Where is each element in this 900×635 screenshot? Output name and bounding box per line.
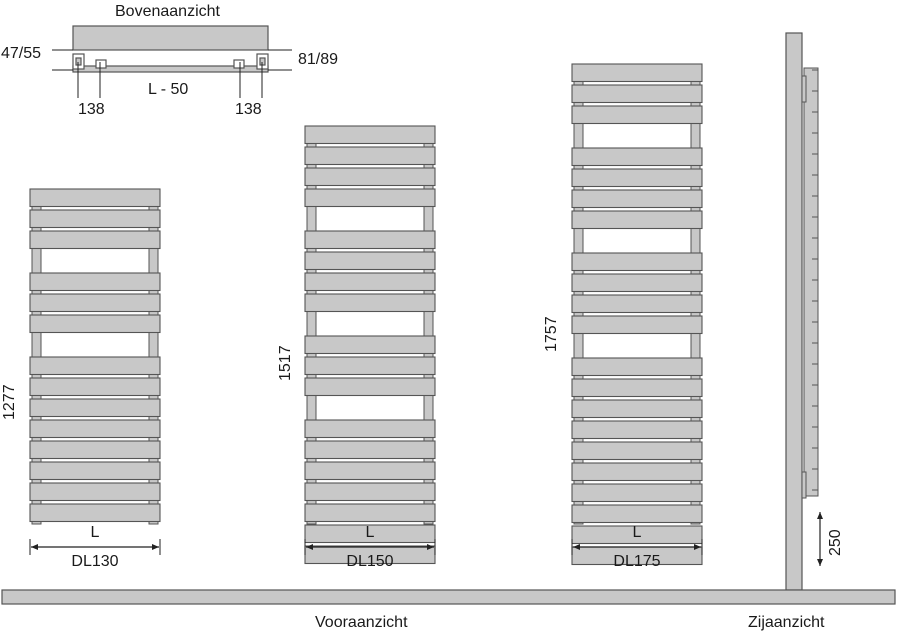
radiator-3 xyxy=(571,63,703,566)
radiator-panel xyxy=(571,357,703,377)
radiator-panel xyxy=(29,377,161,397)
radiator-2-model: DL150 xyxy=(346,553,394,570)
radiator-panel xyxy=(29,272,161,292)
radiator-panel xyxy=(304,335,436,355)
top-view-title: Bovenaanzicht xyxy=(115,3,220,20)
top-view-width-label: L - 50 xyxy=(148,81,189,98)
side-bracket-top xyxy=(801,75,807,103)
radiator-panel xyxy=(571,294,703,314)
top-view-right-offset: 138 xyxy=(235,101,262,118)
radiator-panel xyxy=(304,251,436,271)
radiator-panel xyxy=(304,167,436,187)
radiator-3-model: DL175 xyxy=(613,553,661,570)
radiator-panel xyxy=(304,230,436,250)
radiator-panel xyxy=(29,230,161,250)
side-view-panels xyxy=(801,67,819,499)
radiator-panel xyxy=(571,378,703,398)
radiator-2-width-symbol: L xyxy=(365,524,375,541)
radiator-panel xyxy=(304,293,436,313)
radiator-panel xyxy=(304,188,436,208)
radiator-panel xyxy=(571,189,703,209)
radiator-panel xyxy=(571,63,703,83)
radiator-1 xyxy=(29,188,161,525)
radiator-panel xyxy=(571,210,703,230)
radiator-panel xyxy=(571,420,703,440)
radiator-panel xyxy=(29,356,161,376)
radiators-front-view xyxy=(29,63,703,566)
radiator-panel xyxy=(571,483,703,503)
side-view-caption: Zijaanzicht xyxy=(748,614,825,631)
side-view xyxy=(785,32,823,591)
radiator-3-width-symbol: L xyxy=(632,524,642,541)
radiator-panel xyxy=(304,356,436,376)
radiator-panel xyxy=(29,188,161,208)
radiator-panel xyxy=(571,504,703,524)
radiator-panel xyxy=(304,419,436,439)
radiator-panel xyxy=(304,524,436,544)
radiator-panel xyxy=(571,525,703,545)
radiator-1-width-symbol: L xyxy=(90,524,100,541)
side-radiator-body xyxy=(803,67,819,497)
radiator-panel xyxy=(304,482,436,502)
radiator-panel xyxy=(304,272,436,292)
top-view-left-mount xyxy=(95,59,107,69)
radiator-panel xyxy=(29,503,161,523)
radiator-2-height: 1517 xyxy=(277,345,294,381)
top-view-right-depth: 81/89 xyxy=(298,51,339,68)
radiator-panel xyxy=(304,503,436,523)
top-view-panel xyxy=(72,25,269,51)
radiator-panel xyxy=(304,146,436,166)
radiator-panel xyxy=(304,440,436,460)
floor xyxy=(1,589,896,605)
top-view-left-depth: 47/55 xyxy=(1,45,42,62)
radiator-1-height: 1277 xyxy=(1,384,18,420)
radiator-panel xyxy=(571,168,703,188)
radiator-panel xyxy=(304,461,436,481)
radiator-panel xyxy=(29,419,161,439)
radiator-panel xyxy=(29,440,161,460)
top-view xyxy=(72,25,269,73)
top-view-left-offset: 138 xyxy=(78,101,105,118)
radiator-panel xyxy=(571,462,703,482)
radiator-panel xyxy=(571,441,703,461)
radiator-panel xyxy=(304,125,436,145)
radiator-panel xyxy=(29,461,161,481)
radiator-2 xyxy=(304,125,436,565)
radiator-panel xyxy=(29,293,161,313)
floor-clearance-label: 250 xyxy=(827,529,844,556)
radiator-panel xyxy=(29,398,161,418)
radiator-panel xyxy=(571,147,703,167)
top-view-dimension-lines xyxy=(52,49,292,98)
side-bracket-bottom xyxy=(801,471,807,499)
radiator-panel xyxy=(571,84,703,104)
radiator-panel xyxy=(304,377,436,397)
top-view-right-mount xyxy=(233,59,245,69)
radiator-3-height: 1757 xyxy=(543,316,560,352)
radiator-panel xyxy=(29,314,161,334)
radiator-panel xyxy=(29,482,161,502)
front-view-caption: Vooraanzicht xyxy=(315,614,408,631)
radiator-panel xyxy=(571,399,703,419)
radiator-1-model: DL130 xyxy=(71,553,119,570)
wall xyxy=(785,32,803,591)
radiator-panel xyxy=(29,209,161,229)
radiator-panel xyxy=(571,105,703,125)
radiator-panel xyxy=(571,273,703,293)
radiator-panel xyxy=(571,315,703,335)
radiator-panel xyxy=(571,252,703,272)
